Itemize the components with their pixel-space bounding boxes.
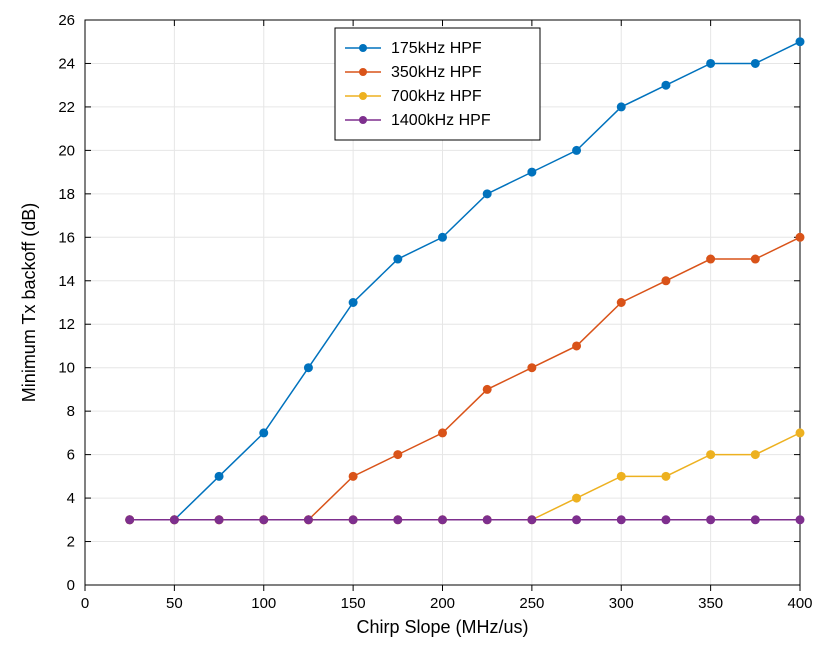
series-marker [707, 59, 715, 67]
series-marker [662, 81, 670, 89]
legend-item-label: 350kHz HPF [391, 64, 482, 81]
series-marker [260, 516, 268, 524]
series-marker [617, 103, 625, 111]
series-marker [573, 342, 581, 350]
series-marker [349, 472, 357, 480]
series-marker [707, 516, 715, 524]
series-marker [662, 516, 670, 524]
series-marker [439, 233, 447, 241]
y-tick-label: 10 [58, 360, 75, 377]
y-tick-label: 2 [67, 534, 75, 551]
y-tick-label: 18 [58, 186, 75, 203]
x-tick-label: 250 [519, 595, 544, 612]
series-marker [483, 385, 491, 393]
series-marker [751, 451, 759, 459]
series-marker [394, 255, 402, 263]
x-tick-label: 400 [787, 595, 812, 612]
series-marker [528, 168, 536, 176]
x-tick-label: 300 [609, 595, 634, 612]
series-marker [573, 494, 581, 502]
series-marker [573, 146, 581, 154]
series-marker [662, 472, 670, 480]
series-marker [707, 255, 715, 263]
series-marker [215, 516, 223, 524]
y-tick-label: 4 [67, 490, 75, 507]
y-tick-label: 14 [58, 273, 75, 290]
series-marker [394, 451, 402, 459]
y-axis-label: Minimum Tx backoff (dB) [19, 203, 39, 402]
series-marker [349, 299, 357, 307]
series-marker [796, 516, 804, 524]
series-marker [751, 255, 759, 263]
x-tick-label: 150 [341, 595, 366, 612]
y-tick-label: 26 [58, 12, 75, 29]
series-marker [349, 516, 357, 524]
x-tick-label: 350 [698, 595, 723, 612]
series-marker [483, 190, 491, 198]
series-marker [260, 429, 268, 437]
y-tick-label: 22 [58, 99, 75, 116]
series-marker [617, 516, 625, 524]
series-marker [617, 472, 625, 480]
series-marker [439, 429, 447, 437]
y-tick-label: 24 [58, 55, 75, 72]
series-marker [215, 472, 223, 480]
legend-item-label: 1400kHz HPF [391, 112, 491, 129]
series-marker [126, 516, 134, 524]
series-marker [796, 233, 804, 241]
series-marker [170, 516, 178, 524]
series-marker [483, 516, 491, 524]
y-tick-label: 0 [67, 577, 75, 594]
series-marker [439, 516, 447, 524]
line-chart: 0501001502002503003504000246810121416182… [0, 0, 819, 650]
legend-item-label: 700kHz HPF [391, 88, 482, 105]
series-marker [751, 516, 759, 524]
legend: 175kHz HPF 350kHz HPF 700kHz HPF 1400kHz HP… [335, 28, 540, 140]
series-marker [528, 516, 536, 524]
y-tick-label: 8 [67, 403, 75, 420]
series-marker [751, 59, 759, 67]
series-marker [796, 429, 804, 437]
series-marker [528, 364, 536, 372]
x-tick-label: 0 [81, 595, 89, 612]
series-marker [617, 299, 625, 307]
x-tick-label: 100 [251, 595, 276, 612]
series-marker [573, 516, 581, 524]
legend-item-label: 175kHz HPF [391, 40, 482, 57]
x-axis-label: Chirp Slope (MHz/us) [356, 617, 528, 637]
y-tick-label: 6 [67, 447, 75, 464]
series-marker [304, 364, 312, 372]
y-tick-label: 16 [58, 229, 75, 246]
y-tick-label: 12 [58, 316, 75, 333]
x-tick-label: 200 [430, 595, 455, 612]
series-marker [394, 516, 402, 524]
x-tick-label: 50 [166, 595, 183, 612]
y-tick-label: 20 [58, 142, 75, 159]
series-marker [707, 451, 715, 459]
series-marker [304, 516, 312, 524]
series-marker [796, 38, 804, 46]
series-marker [662, 277, 670, 285]
chart-container: 0501001502002503003504000246810121416182… [0, 0, 819, 650]
